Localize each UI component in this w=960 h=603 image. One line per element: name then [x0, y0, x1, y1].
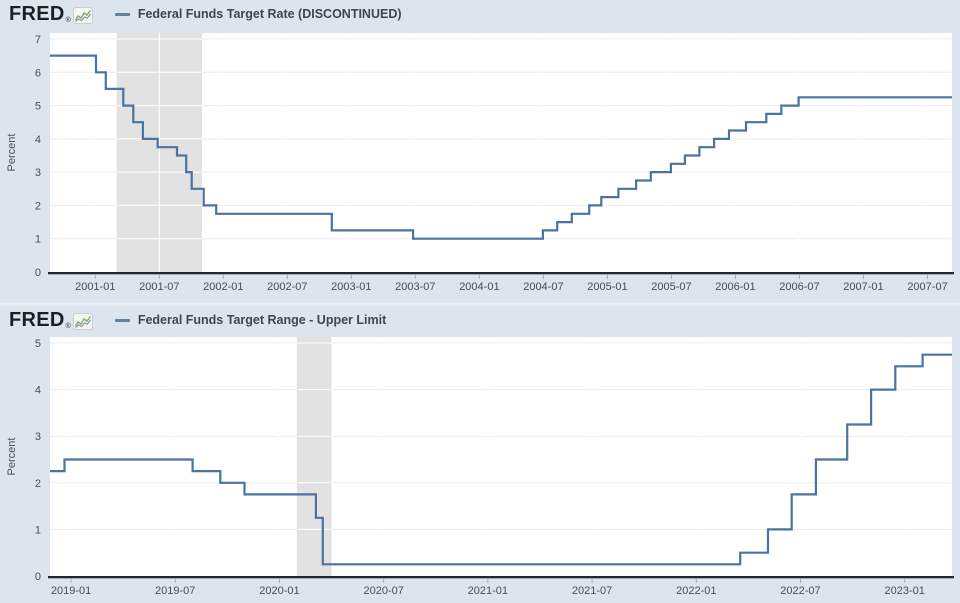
fred-logo[interactable]: FRED — [9, 309, 65, 331]
svg-text:4: 4 — [35, 134, 41, 146]
svg-text:2021-07: 2021-07 — [572, 585, 612, 597]
svg-text:Percent: Percent — [6, 438, 18, 476]
chart-plot-area[interactable]: 2001-01 2001-07 2002-01 2002-07 2003-01 2003-… — [0, 28, 960, 303]
chart-header: FRED ® Federal Funds Target Range - Uppe… — [0, 306, 960, 334]
svg-text:2020-01: 2020-01 — [259, 585, 299, 597]
svg-text:6: 6 — [35, 67, 41, 79]
svg-text:3: 3 — [35, 431, 41, 443]
legend-label: Federal Funds Target Rate (DISCONTINUED) — [137, 7, 402, 21]
svg-text:2005-07: 2005-07 — [651, 281, 691, 293]
svg-text:2020-07: 2020-07 — [363, 585, 403, 597]
svg-text:1: 1 — [35, 524, 41, 536]
svg-text:2001-07: 2001-07 — [139, 281, 179, 293]
svg-text:2002-07: 2002-07 — [267, 281, 307, 293]
fred-sparkline-icon — [72, 312, 93, 330]
svg-text:7: 7 — [35, 34, 41, 46]
svg-text:2019-07: 2019-07 — [155, 585, 195, 597]
svg-text:2021-01: 2021-01 — [468, 585, 508, 597]
registered-mark: ® — [65, 17, 71, 24]
svg-text:2005-01: 2005-01 — [587, 281, 627, 293]
legend-line-swatch — [114, 12, 130, 16]
svg-text:2006-01: 2006-01 — [715, 281, 755, 293]
svg-text:2001-01: 2001-01 — [75, 281, 115, 293]
svg-text:2: 2 — [35, 200, 41, 212]
svg-text:2: 2 — [35, 478, 41, 490]
svg-text:2006-07: 2006-07 — [779, 281, 819, 293]
svg-text:1: 1 — [35, 234, 41, 246]
svg-text:0: 0 — [35, 571, 41, 583]
svg-text:2019-01: 2019-01 — [51, 585, 91, 597]
chart-panel-target-range-upper: FRED ® Federal Funds Target Range - Uppe… — [0, 306, 960, 600]
fred-logo[interactable]: FRED — [9, 3, 65, 25]
svg-text:2022-01: 2022-01 — [676, 585, 716, 597]
svg-text:2022-07: 2022-07 — [780, 585, 820, 597]
svg-text:0: 0 — [35, 267, 41, 279]
chart-panel-target-rate: FRED ® Federal Funds Target Rate (DISCON… — [0, 0, 960, 303]
svg-text:3: 3 — [35, 167, 41, 179]
svg-text:2003-01: 2003-01 — [331, 281, 371, 293]
legend-label: Federal Funds Target Range - Upper Limit — [137, 313, 387, 327]
svg-text:2004-01: 2004-01 — [459, 281, 499, 293]
svg-text:5: 5 — [35, 338, 41, 350]
chart-plot-area[interactable]: 2019-01 2019-07 2020-01 2020-07 2021-01 2021-… — [0, 334, 960, 600]
registered-mark: ® — [65, 323, 71, 330]
svg-text:4: 4 — [35, 385, 41, 397]
svg-text:2004-07: 2004-07 — [523, 281, 563, 293]
svg-text:2007-01: 2007-01 — [843, 281, 883, 293]
svg-text:2023-01: 2023-01 — [885, 585, 925, 597]
legend-line-swatch — [114, 318, 130, 322]
chart-header: FRED ® Federal Funds Target Rate (DISCON… — [0, 0, 960, 28]
svg-text:5: 5 — [35, 101, 41, 113]
fred-sparkline-icon — [72, 6, 93, 24]
svg-text:2007-07: 2007-07 — [907, 281, 947, 293]
svg-text:2002-01: 2002-01 — [203, 281, 243, 293]
svg-text:Percent: Percent — [6, 134, 18, 172]
svg-text:2003-07: 2003-07 — [395, 281, 435, 293]
panel-separator — [0, 303, 960, 306]
